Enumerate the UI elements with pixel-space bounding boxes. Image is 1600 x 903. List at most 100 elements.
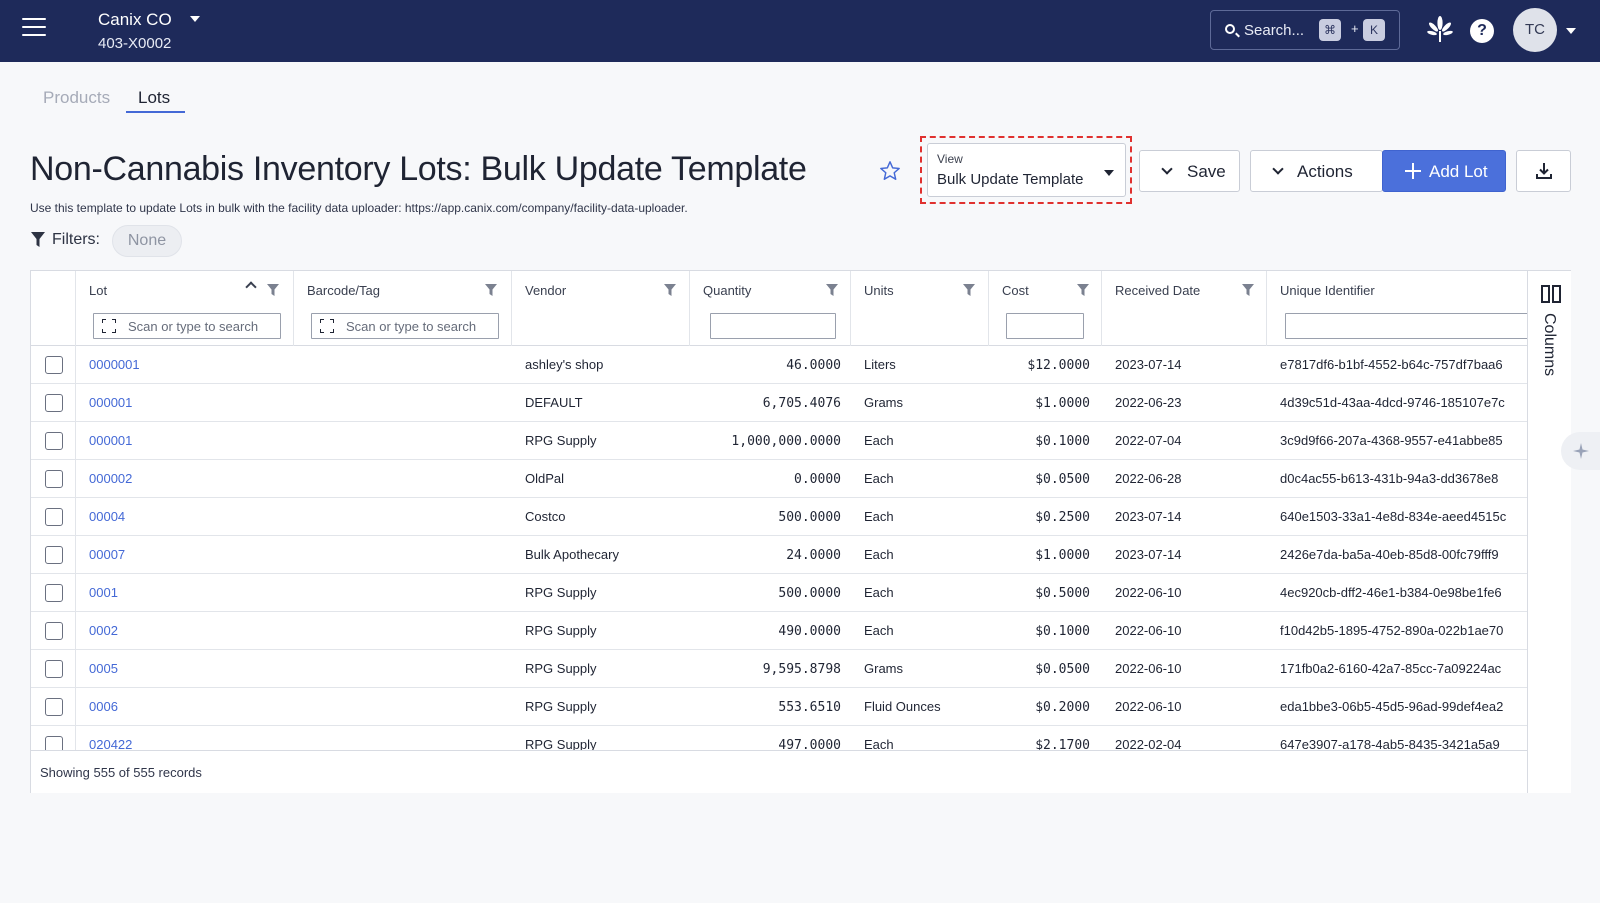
- cell-cost-text: $0.1000: [1035, 624, 1090, 639]
- row-checkbox[interactable]: [45, 470, 63, 488]
- row-checkbox[interactable]: [45, 508, 63, 526]
- cell-received-date: 2022-06-10: [1102, 650, 1267, 687]
- cell-cost-text: $0.0500: [1035, 472, 1090, 487]
- shortcut-k-key: K: [1363, 19, 1385, 41]
- save-button[interactable]: Save: [1139, 150, 1240, 192]
- column-filter-icon[interactable]: [485, 284, 497, 296]
- column-filter-icon[interactable]: [1077, 284, 1089, 296]
- cell-lot-text[interactable]: 0002: [89, 623, 118, 638]
- cell-lot-text[interactable]: 000001: [89, 433, 133, 448]
- user-avatar[interactable]: TC: [1513, 8, 1557, 52]
- row-checkbox[interactable]: [45, 432, 63, 450]
- table-row[interactable]: 00004 Costco 500.0000 Each $0.2500 2023-07-14…: [31, 498, 1527, 536]
- cell-vendor-text: Costco: [525, 509, 566, 524]
- cost-filter-input[interactable]: [1006, 313, 1084, 339]
- column-filter-icon[interactable]: [664, 284, 676, 296]
- cell-quantity-text: 6,705.4076: [762, 396, 841, 411]
- column-header-vendor[interactable]: Vendor: [512, 271, 690, 346]
- actions-button[interactable]: Actions: [1250, 150, 1383, 192]
- filters-chip[interactable]: None: [112, 225, 182, 257]
- cell-lot-text[interactable]: 00007: [89, 547, 126, 562]
- lot-search-input[interactable]: Scan or type to search: [93, 313, 281, 339]
- hamburger-menu-icon[interactable]: [22, 18, 46, 38]
- quantity-filter-input[interactable]: [710, 313, 836, 339]
- column-filter-icon[interactable]: [267, 284, 279, 296]
- cell-vendor: RPG Supply: [512, 574, 690, 611]
- cannabis-leaf-icon[interactable]: [1427, 16, 1453, 44]
- cell-cost-text: $0.2500: [1035, 510, 1090, 525]
- cell-lot-text[interactable]: 0000001: [89, 357, 140, 372]
- cell-units: Each: [851, 498, 989, 535]
- cell-lot-text[interactable]: 00004: [89, 509, 126, 524]
- cell-received-date: 2022-07-04: [1102, 422, 1267, 459]
- table-row[interactable]: 0005 RPG Supply 9,595.8798 Grams $0.0500 2022…: [31, 650, 1527, 688]
- row-checkbox[interactable]: [45, 394, 63, 412]
- user-menu-caret-icon[interactable]: [1566, 28, 1576, 34]
- row-checkbox[interactable]: [45, 622, 63, 640]
- column-header-barcode[interactable]: Barcode/Tag Scan or type to search: [294, 271, 512, 346]
- column-filter-icon[interactable]: [826, 284, 838, 296]
- cell-vendor: RPG Supply: [512, 422, 690, 459]
- barcode-search-input[interactable]: Scan or type to search: [311, 313, 499, 339]
- row-checkbox[interactable]: [45, 660, 63, 678]
- sort-ascending-icon[interactable]: [245, 281, 257, 293]
- row-checkbox[interactable]: [45, 356, 63, 374]
- column-header-quantity[interactable]: Quantity: [690, 271, 851, 346]
- column-title: Lot: [89, 283, 108, 298]
- cell-lot: 000001: [76, 384, 294, 421]
- unique-identifier-filter-input[interactable]: [1285, 313, 1527, 339]
- org-switcher-caret-icon[interactable]: [190, 16, 200, 22]
- column-title: Unique Identifier: [1280, 283, 1375, 298]
- download-button[interactable]: [1516, 150, 1571, 192]
- table-row[interactable]: 0006 RPG Supply 553.6510 Fluid Ounces $0.200…: [31, 688, 1527, 726]
- column-header-lot[interactable]: Lot Scan or type to search: [76, 271, 294, 346]
- row-checkbox[interactable]: [45, 546, 63, 564]
- cell-unique-identifier: 171fb0a2-6160-42a7-85cc-7a09224ac: [1267, 650, 1527, 687]
- row-select-cell: [31, 460, 76, 497]
- cell-lot: 0006: [76, 688, 294, 725]
- cell-cost-text: $12.0000: [1027, 358, 1090, 373]
- cell-unique-identifier-text: 4d39c51d-43aa-4dcd-9746-185107e7c: [1280, 395, 1505, 410]
- columns-side-panel[interactable]: Columns: [1527, 271, 1571, 793]
- tab-products[interactable]: Products: [43, 88, 111, 107]
- global-search[interactable]: Search... ⌘ + K: [1210, 10, 1400, 50]
- cell-vendor: OldPal: [512, 460, 690, 497]
- table-row[interactable]: 0001 RPG Supply 500.0000 Each $0.5000 2022-06…: [31, 574, 1527, 612]
- column-header-received-date[interactable]: Received Date: [1102, 271, 1267, 346]
- add-lot-button[interactable]: Add Lot: [1382, 150, 1506, 192]
- cell-units: Grams: [851, 384, 989, 421]
- favorite-star-icon[interactable]: [879, 160, 901, 182]
- table-row[interactable]: 000002 OldPal 0.0000 Each $0.0500 2022-06-28 d…: [31, 460, 1527, 498]
- cell-lot-text[interactable]: 000001: [89, 395, 133, 410]
- table-row[interactable]: 0000001 ashley's shop 46.0000 Liters $12.000…: [31, 346, 1527, 384]
- tab-lots[interactable]: Lots: [138, 88, 171, 107]
- cell-quantity-text: 24.0000: [786, 548, 841, 563]
- cell-barcode: [294, 384, 512, 421]
- table-viewport[interactable]: Lot Scan or type to search Barcode/Tag S…: [31, 271, 1527, 750]
- help-icon[interactable]: ?: [1470, 19, 1494, 43]
- table-row[interactable]: 0002 RPG Supply 490.0000 Each $0.1000 2022-06…: [31, 612, 1527, 650]
- column-header-unique-identifier[interactable]: Unique Identifier: [1267, 271, 1527, 346]
- table-row[interactable]: 00007 Bulk Apothecary 24.0000 Each $1.0000 20…: [31, 536, 1527, 574]
- table-row[interactable]: 000001 DEFAULT 6,705.4076 Grams $1.0000 2022-…: [31, 384, 1527, 422]
- table-row[interactable]: 000001 RPG Supply 1,000,000.0000 Each $0.100…: [31, 422, 1527, 460]
- row-checkbox[interactable]: [45, 698, 63, 716]
- cell-lot-text[interactable]: 0001: [89, 585, 118, 600]
- view-select[interactable]: View Bulk Update Template: [927, 143, 1126, 197]
- cell-lot-text[interactable]: 000002: [89, 471, 133, 486]
- row-checkbox[interactable]: [45, 736, 63, 750]
- cell-lot-text[interactable]: 0005: [89, 661, 118, 676]
- row-checkbox[interactable]: [45, 584, 63, 602]
- column-header-cost[interactable]: Cost: [989, 271, 1102, 346]
- cell-lot-text[interactable]: 0006: [89, 699, 118, 714]
- org-name[interactable]: Canix CO: [98, 10, 172, 29]
- cell-received-date: 2023-07-14: [1102, 498, 1267, 535]
- column-header-units[interactable]: Units: [851, 271, 989, 346]
- column-filter-icon[interactable]: [1242, 284, 1254, 296]
- row-select-cell: [31, 726, 76, 750]
- save-button-label: Save: [1187, 162, 1226, 181]
- cell-lot-text[interactable]: 020422: [89, 737, 133, 750]
- ai-assistant-button[interactable]: [1561, 432, 1600, 470]
- table-row[interactable]: 020422 RPG Supply 497.0000 Each $2.1700 2022-…: [31, 726, 1527, 750]
- column-filter-icon[interactable]: [963, 284, 975, 296]
